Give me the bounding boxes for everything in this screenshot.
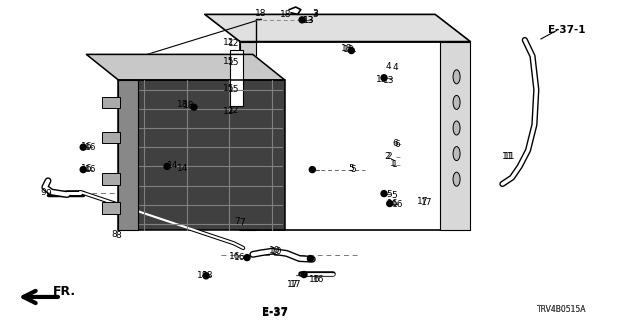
Text: 18: 18 — [183, 101, 195, 110]
Text: 12: 12 — [223, 38, 235, 47]
Text: 16: 16 — [81, 142, 92, 151]
Text: 13: 13 — [303, 16, 315, 25]
Text: 15: 15 — [223, 57, 235, 66]
Bar — [102, 173, 120, 185]
Ellipse shape — [453, 70, 460, 84]
Text: 12: 12 — [228, 39, 239, 48]
Circle shape — [244, 255, 250, 260]
Polygon shape — [86, 54, 285, 80]
Text: 18: 18 — [177, 100, 188, 109]
Text: 5: 5 — [348, 164, 353, 173]
Text: 16: 16 — [234, 253, 246, 262]
Bar — [118, 80, 138, 230]
Text: 4: 4 — [386, 62, 391, 71]
Text: 16: 16 — [387, 199, 398, 208]
Text: 2: 2 — [387, 152, 392, 161]
Text: 5: 5 — [387, 190, 392, 199]
Text: 17: 17 — [290, 280, 301, 289]
Polygon shape — [205, 14, 470, 42]
Circle shape — [307, 256, 314, 261]
Circle shape — [387, 201, 393, 206]
Text: E-37: E-37 — [262, 308, 288, 318]
Text: 15: 15 — [228, 58, 239, 67]
Bar — [102, 97, 120, 108]
Text: 16: 16 — [229, 252, 241, 261]
Text: 11: 11 — [504, 152, 516, 161]
Ellipse shape — [453, 95, 460, 109]
Text: 2: 2 — [385, 152, 390, 161]
Text: 16: 16 — [309, 275, 321, 284]
Circle shape — [381, 191, 387, 196]
Bar — [102, 132, 120, 143]
Text: 1: 1 — [390, 159, 396, 168]
Text: TRV4B0515A: TRV4B0515A — [537, 305, 587, 314]
Text: 7: 7 — [239, 218, 244, 227]
Text: 10: 10 — [269, 246, 281, 255]
Text: 18: 18 — [343, 45, 355, 54]
Text: 16: 16 — [84, 165, 96, 174]
Text: 4: 4 — [393, 63, 398, 72]
Text: FR.: FR. — [52, 285, 76, 298]
Text: 15: 15 — [228, 85, 239, 94]
Text: 12: 12 — [223, 107, 235, 116]
Text: 12: 12 — [228, 106, 239, 115]
Text: 16: 16 — [84, 143, 96, 152]
Text: E-37: E-37 — [262, 307, 288, 317]
Text: 14: 14 — [177, 164, 188, 172]
Bar — [102, 202, 120, 214]
Bar — [230, 50, 243, 106]
Text: 18: 18 — [280, 10, 292, 19]
Text: 9: 9 — [45, 189, 51, 198]
Text: 6: 6 — [393, 139, 398, 148]
Bar — [118, 80, 285, 230]
Text: 18: 18 — [196, 271, 208, 280]
Text: 13: 13 — [303, 16, 314, 25]
Text: 7: 7 — [234, 217, 239, 226]
Text: 16: 16 — [392, 200, 403, 209]
Text: 17: 17 — [287, 280, 298, 289]
Text: 17: 17 — [421, 198, 433, 207]
Circle shape — [80, 144, 86, 150]
Text: TRV4B0515A: TRV4B0515A — [537, 305, 587, 314]
Text: 10: 10 — [271, 247, 282, 256]
Text: 8: 8 — [116, 231, 121, 240]
Ellipse shape — [453, 147, 460, 161]
Text: 13: 13 — [383, 76, 395, 84]
Text: 5: 5 — [392, 191, 397, 200]
Circle shape — [164, 164, 170, 169]
Text: 9: 9 — [41, 188, 46, 197]
Ellipse shape — [453, 172, 460, 186]
Text: 8: 8 — [111, 230, 116, 239]
Bar — [240, 42, 470, 230]
Text: 13: 13 — [376, 75, 388, 84]
Circle shape — [301, 272, 307, 277]
Text: 17: 17 — [417, 197, 428, 206]
Circle shape — [299, 17, 305, 23]
Text: 6: 6 — [394, 140, 399, 148]
Text: 5: 5 — [351, 165, 356, 174]
Text: 3: 3 — [312, 9, 317, 18]
Text: 1: 1 — [392, 160, 397, 169]
Text: 18: 18 — [341, 44, 353, 53]
Text: 18: 18 — [255, 9, 267, 18]
Circle shape — [80, 167, 86, 172]
Ellipse shape — [453, 121, 460, 135]
Circle shape — [381, 75, 387, 81]
Text: 16: 16 — [81, 164, 92, 173]
Circle shape — [191, 104, 197, 110]
Circle shape — [309, 167, 316, 172]
Bar — [440, 42, 470, 230]
Text: 15: 15 — [223, 84, 235, 93]
Text: 18: 18 — [202, 271, 214, 280]
Text: 16: 16 — [313, 276, 324, 284]
Bar — [240, 42, 256, 230]
Text: 14: 14 — [167, 161, 179, 170]
Circle shape — [348, 48, 355, 53]
Circle shape — [203, 273, 209, 279]
Text: 3: 3 — [312, 10, 317, 19]
Text: E-37-1: E-37-1 — [548, 25, 585, 36]
Text: 11: 11 — [502, 152, 513, 161]
